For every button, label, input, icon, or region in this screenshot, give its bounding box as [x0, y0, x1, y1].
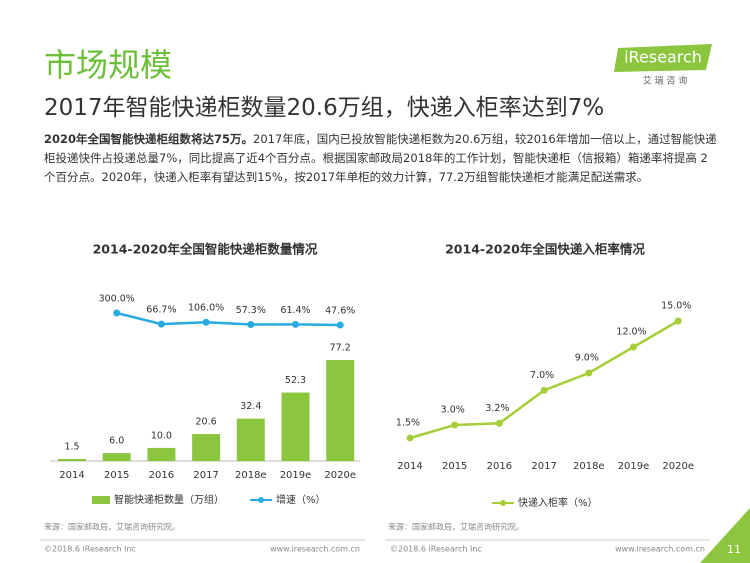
data-label: 20.6: [196, 417, 217, 428]
chart-title: 2014-2020年全国快递入柜率情况: [445, 242, 645, 257]
data-label: 12.0%: [616, 327, 646, 338]
point: [336, 321, 344, 329]
data-label: 52.3: [285, 375, 306, 386]
point: [292, 320, 299, 328]
line: [116, 311, 341, 327]
data-label: 66.7%: [146, 305, 176, 316]
x-tick-label: 2016: [487, 461, 512, 472]
legend-dot: [258, 497, 264, 503]
x-tick-label: 2015: [104, 470, 129, 481]
bar: [147, 447, 176, 461]
corner-triangle: [700, 508, 750, 563]
x-tick-label: 2017: [531, 461, 556, 472]
point: [540, 386, 548, 394]
point: [202, 318, 210, 326]
x-tick-label: 2014: [397, 461, 422, 472]
data-label: 9.0%: [575, 353, 599, 364]
point: [113, 309, 121, 317]
bar: [236, 418, 265, 461]
subtitle: 2017年智能快递柜数量20.6万组，快递入柜率达到7%: [44, 95, 605, 121]
data-label: 1.5: [64, 442, 79, 453]
logo-tagline: 艾 瑞 咨 询: [643, 75, 688, 87]
legend-label: 增速（%）: [276, 493, 326, 506]
x-tick-label: 2019e: [280, 470, 312, 481]
x-tick-label: 2019e: [618, 461, 650, 472]
bar: [281, 392, 310, 461]
bar: [58, 459, 86, 461]
body-bold: 2020年全国智能快递柜组数将达75万。: [44, 132, 254, 146]
bar: [326, 360, 355, 461]
page-title: 市场规模: [44, 46, 173, 84]
legend-dot: [500, 500, 506, 506]
x-tick-label: 2020e: [662, 461, 694, 472]
copyright: ©2018.6 iResearch Inc: [44, 545, 136, 554]
data-label: 10.0: [151, 430, 172, 441]
body-text: 2020年全国智能快递柜组数将达75万。2017年底，国内已投放智能快递柜数为2…: [44, 130, 720, 187]
point: [495, 419, 503, 427]
x-tick-label: 2017: [193, 470, 218, 481]
legend-label: 快递入柜率（%）: [518, 496, 598, 509]
data-label: 3.2%: [485, 403, 509, 414]
data-label: 57.3%: [236, 305, 266, 316]
legend-swatch: [92, 496, 110, 504]
point: [630, 343, 637, 351]
data-label: 6.0: [109, 436, 124, 447]
point: [451, 421, 459, 429]
data-label: 7.0%: [530, 370, 554, 381]
data-label: 1.5%: [396, 418, 420, 429]
data-label: 47.6%: [325, 306, 355, 317]
source: 来源：国家邮政局，艾瑞咨询研究院。: [388, 522, 524, 532]
copyright: ©2018.6 iResearch Inc: [390, 545, 482, 554]
chart-title: 2014-2020年全国智能快递柜数量情况: [93, 242, 318, 257]
x-tick-label: 2020e: [324, 470, 356, 481]
point: [674, 317, 682, 325]
url: www.iresearch.com.cn: [270, 545, 360, 554]
data-label: 106.0%: [188, 303, 224, 314]
body-rest: 2017年底，国内已投放智能快递柜数为20.6万组，较2016年增加一倍以上，通…: [44, 132, 717, 184]
logo-box: [614, 44, 712, 72]
legend-label: 智能快递柜数量（万组）: [114, 493, 224, 506]
data-label: 61.4%: [280, 305, 310, 316]
source: 来源：国家邮政局，艾瑞咨询研究院。: [44, 522, 180, 532]
x-tick-label: 2015: [442, 461, 467, 472]
data-label: 15.0%: [661, 301, 691, 312]
bar: [192, 434, 221, 461]
data-label: 3.0%: [441, 405, 465, 416]
x-tick-label: 2018e: [573, 461, 605, 472]
point: [247, 321, 255, 329]
page-number: 11: [727, 543, 741, 556]
x-tick-label: 2018e: [235, 470, 267, 481]
x-tick-label: 2016: [149, 470, 174, 481]
bar: [102, 453, 131, 461]
logo-text: iResearch: [624, 48, 702, 67]
point: [406, 434, 414, 442]
point: [157, 320, 165, 328]
data-label: 32.4: [240, 401, 261, 412]
data-label: 77.2: [330, 343, 351, 354]
data-label: 300.0%: [99, 294, 135, 305]
point: [585, 369, 593, 377]
x-tick-label: 2014: [59, 470, 84, 481]
url: www.iresearch.com.cn: [615, 545, 705, 554]
